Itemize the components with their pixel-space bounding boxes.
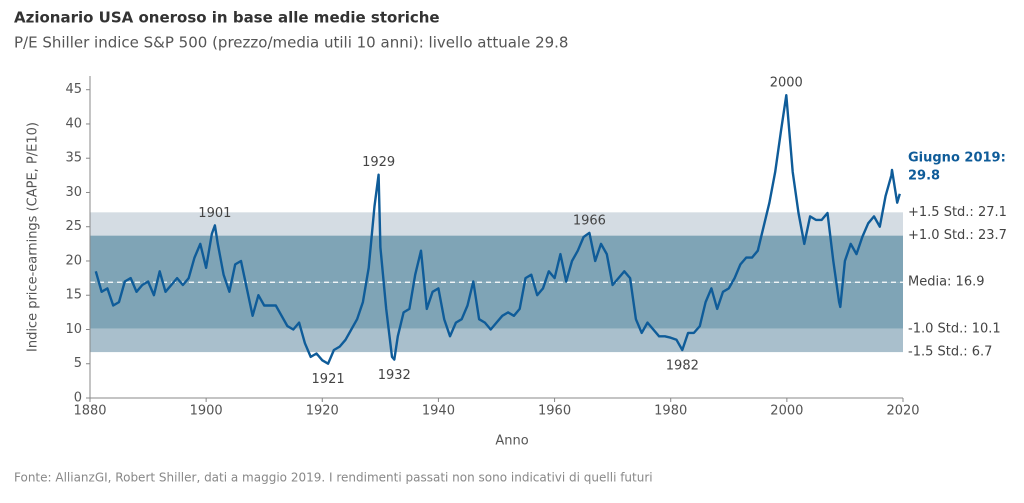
level-label: +1.0 Std.: 23.7 (908, 228, 1007, 243)
y-tick-label: 0 (74, 391, 82, 406)
y-tick-label: 5 (74, 356, 82, 371)
level-label: Media: 16.9 (908, 275, 985, 290)
source-note: Fonte: AllianzGI, Robert Shiller, dati a… (14, 471, 653, 485)
std-band (90, 212, 903, 236)
annotation: 1901 (198, 206, 231, 221)
chart-title: Azionario USA oneroso in base alle medie… (14, 9, 440, 27)
std-band (90, 235, 903, 283)
x-tick-label: 2000 (770, 404, 803, 419)
y-tick-label: 35 (65, 151, 82, 166)
std-band (90, 328, 903, 353)
annotation: 1929 (362, 155, 395, 170)
chart-subtitle: P/E Shiller indice S&P 500 (prezzo/media… (14, 34, 568, 52)
x-tick-label: 1960 (538, 404, 571, 419)
annotation: 2000 (770, 76, 803, 91)
x-tick-label: 1980 (654, 404, 687, 419)
y-tick-label: 15 (65, 288, 82, 303)
level-label: -1.5 Std.: 6.7 (908, 345, 992, 360)
current-value: 29.8 (908, 169, 940, 184)
annotation: 1932 (378, 368, 411, 383)
level-label: -1.0 Std.: 10.1 (908, 321, 1001, 336)
x-tick-label: 2020 (886, 404, 919, 419)
y-tick-label: 40 (65, 116, 82, 131)
y-tick-label: 45 (65, 82, 82, 97)
y-tick-label: 20 (65, 253, 82, 268)
x-tick-label: 1880 (73, 404, 106, 419)
current-label: Giugno 2019: (908, 151, 1006, 166)
y-tick-label: 30 (65, 185, 82, 200)
cape-line (94, 94, 901, 365)
y-tick-label: 10 (65, 322, 82, 337)
y-tick-label: 25 (65, 219, 82, 234)
y-axis-label: Indice price-earnings (CAPE, P/E10) (26, 122, 41, 352)
x-tick-label: 1900 (190, 404, 223, 419)
x-tick-label: 1920 (306, 404, 339, 419)
x-tick-label: 1940 (422, 404, 455, 419)
annotation: 1982 (666, 359, 699, 374)
annotation: 1966 (573, 213, 606, 228)
level-label: +1.5 Std.: 27.1 (908, 205, 1007, 220)
annotation: 1921 (312, 372, 345, 387)
x-axis-label: Anno (495, 434, 528, 449)
